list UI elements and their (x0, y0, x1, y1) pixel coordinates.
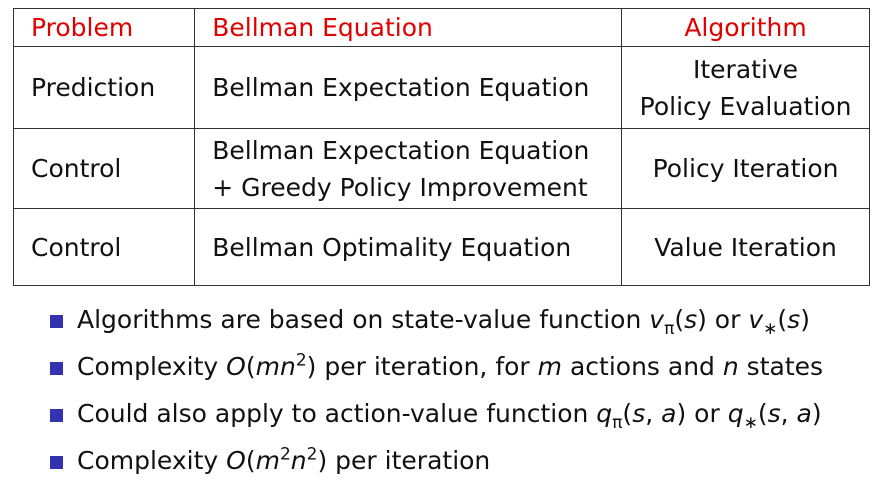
math: O (226, 352, 246, 381)
math: s (632, 399, 646, 428)
math: mn (255, 352, 296, 381)
table-cell: Bellman Expectation Equation (194, 46, 623, 129)
bullet: Algorithms are based on state-value func… (50, 300, 823, 347)
cell-line: Value Iteration (654, 232, 837, 262)
table-cell: Bellman Expectation Equation + Greedy Pol… (194, 128, 623, 209)
math: ∗ (743, 413, 758, 433)
math: ∗ (763, 319, 778, 339)
math: q (596, 399, 613, 428)
cell-line: Bellman Optimality Equation (212, 232, 572, 262)
text: ) per iteration, for (306, 352, 538, 381)
header-cell: Bellman Equation (194, 8, 623, 47)
math: a (796, 399, 812, 428)
table-cell: Control (12, 208, 196, 286)
math: , (780, 399, 797, 428)
table-cell: Prediction (12, 46, 196, 129)
text: Could also apply to action-value functio… (77, 399, 597, 428)
math: ) (800, 305, 810, 334)
math: n (722, 352, 739, 381)
math: m (255, 446, 280, 475)
table-cell: Value Iteration (621, 208, 870, 286)
text: actions and (562, 352, 723, 381)
math: s (684, 305, 698, 334)
math: π (612, 413, 623, 433)
text: ) or (697, 305, 749, 334)
summary-table: Problem Bellman Equation Algorithm Predicti… (12, 8, 870, 286)
header-text: Algorithm (684, 13, 807, 42)
table-cell: Control (12, 128, 196, 209)
header-text: Problem (31, 13, 134, 42)
math: a (661, 399, 677, 428)
table-cell: Bellman Optimality Equation (194, 208, 623, 286)
text: Algorithms are based on state-value func… (77, 305, 650, 334)
math: m (537, 352, 563, 381)
text: ) per iteration (317, 446, 491, 475)
text: Complexity (77, 446, 227, 475)
bullet: Complexity O(mn2) per iteration, for m a… (50, 347, 823, 394)
math: v (649, 305, 665, 334)
header-row: Problem Bellman Equation Algorithm (12, 8, 870, 47)
cell-line: Prediction (31, 73, 156, 102)
table-row: Prediction Bellman Expectation Equation It… (12, 46, 870, 129)
bullet: Complexity O(m2n2) per iteration (50, 441, 823, 488)
header-text: Bellman Equation (212, 13, 433, 42)
math: q (727, 399, 744, 428)
header-cell: Problem (12, 8, 196, 47)
text: Complexity (77, 352, 227, 381)
math: π (664, 319, 675, 339)
math: ( (757, 399, 768, 428)
math: ( (777, 305, 788, 334)
math: O (226, 446, 246, 475)
bullet-list: Algorithms are based on state-value func… (50, 300, 823, 488)
math: ) (811, 399, 822, 428)
cell-line: Policy Iteration (652, 154, 839, 183)
text: states (738, 352, 824, 381)
math: s (787, 305, 801, 334)
table-row: Control Bellman Expectation Equation + Gre… (12, 128, 870, 209)
cell-line: Control (31, 154, 122, 183)
math: ( (245, 352, 256, 381)
math: ( (674, 305, 685, 334)
bullet: Could also apply to action-value functio… (50, 394, 823, 441)
cell-line: Bellman Expectation Equation (212, 73, 590, 102)
math: 2 (295, 350, 307, 371)
cell-line: + Greedy Policy Improvement (212, 172, 588, 202)
math: v (748, 305, 764, 334)
cell-line: Bellman Expectation Equation (212, 135, 590, 165)
math: , (645, 399, 662, 428)
table-cell: Policy Iteration (621, 128, 870, 209)
text: ) or (676, 399, 728, 428)
math: ( (245, 446, 256, 475)
header-cell: Algorithm (621, 8, 870, 47)
math: 2 (306, 444, 318, 465)
math: ( (622, 399, 633, 428)
math: n (290, 446, 307, 475)
table-row: Control Bellman Optimality Equation Value … (12, 208, 870, 286)
cell-line: Policy Evaluation (639, 91, 852, 121)
table-cell: Iterative Policy Evaluation (621, 46, 870, 129)
cell-line: Control (31, 232, 122, 262)
math: s (767, 399, 781, 428)
cell-line: Iterative (692, 54, 799, 84)
math: 2 (279, 444, 291, 465)
